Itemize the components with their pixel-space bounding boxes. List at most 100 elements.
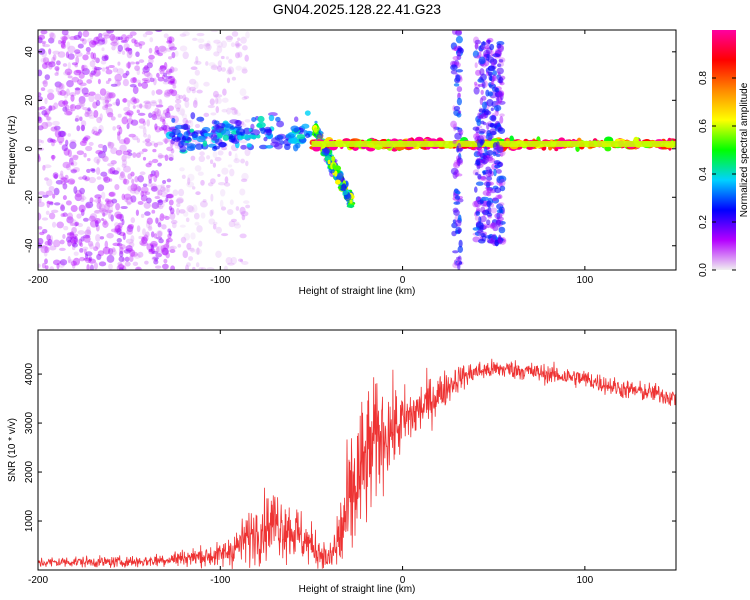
spectrogram-cell [233, 223, 242, 229]
spectrogram-cell [242, 45, 248, 51]
spectrogram-cell [49, 201, 54, 206]
spectrogram-cell [457, 214, 462, 222]
spectrogram-cell [69, 157, 74, 165]
spectrogram-cell [144, 138, 151, 143]
spectrogram-cell [122, 178, 130, 185]
spectrogram-cell [492, 53, 501, 58]
spectrogram-cell [127, 185, 135, 192]
spectrogram-cell [243, 95, 250, 100]
spectrogram-cell [138, 151, 144, 155]
spectrogram-cell [93, 156, 101, 164]
spectrogram-cell [93, 246, 99, 252]
spectrogram-cell [497, 71, 501, 77]
spectrogram-cell [118, 174, 126, 181]
spectrogram-cell [228, 67, 232, 75]
spectrogram-cell [118, 256, 125, 262]
spectrogram-cell [179, 167, 185, 172]
spectrogram-cell [349, 199, 353, 204]
spectrogram-cell [166, 76, 174, 83]
spectrogram-cell [38, 116, 42, 122]
spectrogram-cell [130, 217, 136, 224]
spectrogram-cell [89, 264, 94, 270]
spectrogram-cell [88, 215, 96, 222]
spectrogram-cell [492, 151, 497, 157]
spectrogram-cell [245, 204, 251, 209]
spectrogram-cell [472, 200, 479, 208]
spectrogram-cell [230, 218, 237, 223]
spectrogram-cell [483, 146, 488, 153]
spectrogram-cell [42, 57, 50, 64]
spectrogram-cell [478, 108, 486, 113]
spectrogram-cell [163, 33, 169, 39]
spectrogram-cell [82, 30, 90, 38]
spectrogram-cell [50, 154, 56, 160]
spectrogram-cell [38, 37, 43, 44]
spectrogram-cell [131, 178, 135, 185]
spectrogram-cell [474, 135, 482, 144]
spectrogram-cell [51, 221, 57, 228]
spectrogram-cell [84, 176, 91, 181]
spectrogram-cell [41, 262, 46, 269]
spectrogram-cell [41, 30, 45, 37]
spectrogram-cell [453, 160, 458, 167]
spectrogram-cell [168, 246, 175, 253]
spectrogram-cell [120, 34, 128, 43]
spectrogram-cell [48, 61, 56, 68]
spectrogram-cell [240, 144, 247, 150]
spectrogram-cell [239, 259, 244, 263]
spectrogram-cell [274, 143, 283, 150]
spectrogram-cell [129, 187, 137, 194]
spectrogram-cell [53, 187, 60, 196]
spectrogram-cell [105, 80, 110, 85]
spectrogram-cell [170, 148, 175, 154]
spectrogram-cell [74, 118, 79, 122]
spectrogram-cell [88, 258, 97, 264]
spectrogram-cell [99, 203, 106, 212]
spectrogram-cell [132, 105, 136, 109]
spectrogram-cell [136, 138, 141, 143]
spectrogram-cell [215, 226, 222, 234]
spectrogram-cell [117, 113, 122, 118]
spectrogram-cell [143, 79, 151, 84]
spectrogram-cell [479, 134, 487, 140]
spectrogram-cell [227, 164, 233, 168]
spectrogram-cell [157, 217, 162, 226]
spectrogram-cell [228, 151, 232, 157]
spectrogram-cell [109, 142, 115, 148]
spectrogram-cell [479, 115, 483, 120]
spectrogram-cell [185, 217, 190, 223]
spectrogram-cell [89, 72, 94, 77]
spectrogram-cell [102, 153, 107, 161]
spectrogram-cell [127, 173, 133, 180]
spectrogram-cell [91, 40, 98, 46]
spectrogram-cell [72, 154, 79, 161]
spectrogram-cell [60, 40, 67, 44]
spectrogram-cell [88, 114, 96, 119]
spectrogram-cell [122, 78, 129, 87]
spectrogram-cell [75, 56, 80, 65]
spectrogram-cell [94, 217, 101, 224]
spectrogram-cell [45, 121, 53, 127]
spectrogram-cell [136, 109, 140, 114]
spectrogram-cell [119, 144, 127, 153]
spectrogram-cell [195, 262, 200, 268]
spectrogram-cell [482, 155, 487, 159]
spectrogram-cell [74, 221, 80, 226]
spectrogram-cell [71, 245, 76, 251]
spectrogram-cell [66, 216, 74, 224]
spectrogram-cell [163, 243, 170, 250]
spectrogram-cell [217, 60, 223, 67]
spectrogram-cell [178, 188, 185, 197]
spectrogram-cell [106, 30, 114, 34]
spectrogram-cell [211, 64, 218, 69]
spectrogram-cell [62, 182, 68, 190]
spectrogram-cell [123, 165, 131, 173]
spectrogram-cell [499, 116, 504, 124]
spectrogram-cell [99, 37, 106, 42]
spectrogram-cell [160, 184, 165, 188]
spectrogram-cell [156, 141, 164, 146]
spectrogram-cell [132, 261, 139, 266]
colorbar-tick-label: 0.4 [698, 167, 709, 181]
spectrogram-cell [194, 248, 203, 255]
spectrogram-cell [182, 94, 187, 102]
